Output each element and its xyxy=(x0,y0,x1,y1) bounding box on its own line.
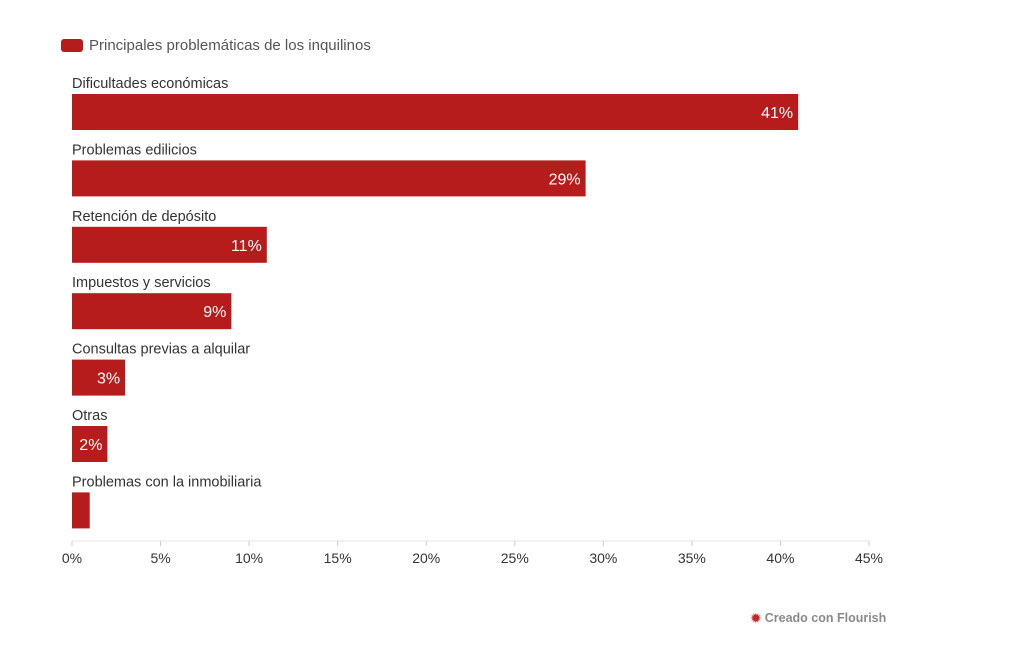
data-label: 9% xyxy=(203,304,226,321)
credit-text: Creado con Flourish xyxy=(764,611,887,625)
x-tick-label: 45% xyxy=(855,550,883,566)
bar[interactable] xyxy=(72,359,126,396)
legend-label: Principales problemáticas de los inquili… xyxy=(89,36,371,54)
data-label: 2% xyxy=(79,437,102,454)
category-label: Otras xyxy=(72,408,107,424)
x-tick-label: 35% xyxy=(678,550,706,566)
data-label: 3% xyxy=(97,371,120,388)
bar[interactable] xyxy=(72,94,799,130)
bar[interactable] xyxy=(72,226,267,263)
category-label: Retención de depósito xyxy=(72,209,216,225)
x-tick-label: 10% xyxy=(235,550,263,566)
bar[interactable] xyxy=(72,293,232,330)
category-label: Impuestos y servicios xyxy=(72,275,211,291)
x-tick-label: 20% xyxy=(412,550,440,566)
x-tick-label: 30% xyxy=(589,550,617,566)
data-label: 29% xyxy=(549,171,581,188)
x-tick-label: 0% xyxy=(62,550,82,566)
flourish-icon: ✹ xyxy=(750,610,762,626)
category-label: Problemas edilicios xyxy=(72,142,197,158)
bar[interactable] xyxy=(72,160,586,197)
bar-chart: Dificultades económicas 41% Problemas edil… xyxy=(62,76,883,566)
x-tick-label: 5% xyxy=(150,550,170,566)
legend-swatch xyxy=(61,38,83,52)
category-label: Problemas con la inmobiliaria xyxy=(72,474,262,490)
bar[interactable] xyxy=(72,492,90,529)
category-label: Dificultades económicas xyxy=(72,76,228,92)
x-tick-label: 25% xyxy=(501,550,529,566)
bar[interactable] xyxy=(72,426,108,462)
category-label: Consultas previas a alquilar xyxy=(72,342,250,358)
data-label: 41% xyxy=(761,105,793,122)
legend: Principales problemáticas de los inquili… xyxy=(61,35,371,55)
data-label: 11% xyxy=(231,238,262,255)
x-tick-label: 40% xyxy=(766,550,794,566)
flourish-credit[interactable]: ✹ Creado con Flourish xyxy=(750,609,886,627)
x-tick-label: 15% xyxy=(324,550,352,566)
